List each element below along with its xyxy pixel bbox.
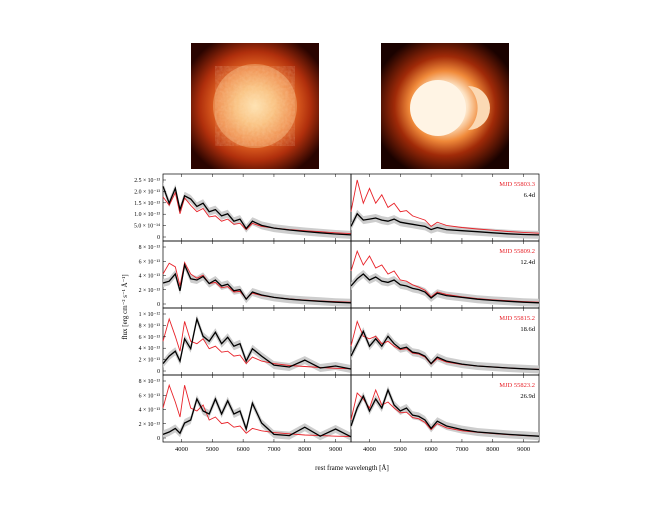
y-tick-label: 6 × 10⁻¹³ xyxy=(139,259,161,265)
panel-frame xyxy=(350,374,540,443)
y-tick-label: 4 × 10⁻¹³ xyxy=(139,408,161,414)
x-tick-label: 7000 xyxy=(267,446,280,453)
x-tick-label: 6000 xyxy=(425,446,438,453)
observed-spectrum-line xyxy=(162,397,352,438)
observed-spectrum-line xyxy=(162,316,352,370)
x-tick-label: 5000 xyxy=(206,446,219,453)
epoch-label: MJD 55803.3 xyxy=(499,181,535,188)
observed-spectrum-line xyxy=(350,212,540,236)
y-tick-label: 0 xyxy=(157,436,160,442)
epoch-label: MJD 55823.2 xyxy=(499,382,535,389)
x-tick-label: 4000 xyxy=(175,446,188,453)
x-axis-label: rest frame wavelength [Å] xyxy=(315,464,389,472)
x-tick-label: 7000 xyxy=(455,446,468,453)
y-axis-label: flux [erg cm⁻² s⁻¹ Å⁻¹] xyxy=(121,274,129,339)
x-tick-label: 9000 xyxy=(517,446,530,453)
x-tick-label: 9000 xyxy=(329,446,342,453)
y-tick-label: 6 × 10⁻¹³ xyxy=(139,393,161,399)
observed-band xyxy=(351,209,539,239)
y-tick-label: 2 × 10⁻¹³ xyxy=(139,288,161,294)
x-tick-label: 6000 xyxy=(237,446,250,453)
model-image-left xyxy=(191,43,319,169)
age-label: 18.6d xyxy=(520,326,535,333)
observed-spectrum-line xyxy=(162,186,352,236)
model-spectrum-line xyxy=(162,383,352,437)
panel-3-1: MJD 55823.2 26.9d 4000 5000 6000 7000 8000 9000 xyxy=(350,374,540,453)
observed-band xyxy=(163,315,351,373)
observed-band xyxy=(163,395,351,441)
y-tick-label: 1.5 × 10⁻¹³ xyxy=(134,201,160,207)
age-label: 26.9d xyxy=(520,393,535,400)
y-tick-label: 5.0 × 10⁻¹⁴ xyxy=(134,224,160,230)
observed-band xyxy=(351,386,539,441)
model-spectrum-line xyxy=(162,317,352,370)
y-tick-label: 0 xyxy=(157,235,160,241)
y-tick-label: 0 xyxy=(157,369,160,375)
observed-band xyxy=(351,270,539,307)
x-tick-label: 4000 xyxy=(363,446,376,453)
y-tick-label: 1.0 × 10⁻¹³ xyxy=(134,212,160,218)
panel-3-0: 8 × 10⁻¹³ 6 × 10⁻¹³ 4 × 10⁻¹³ 2 × 10⁻¹³ 0 400… xyxy=(139,374,352,453)
age-label: 6.4d xyxy=(524,192,536,199)
panel-0-1: MJD 55803.3 6.4d xyxy=(350,173,540,242)
x-tick-label: 8000 xyxy=(298,446,311,453)
x-tick-label: 8000 xyxy=(486,446,499,453)
panel-1-1: MJD 55809.2 12.4d xyxy=(350,240,540,309)
y-tick-label: 8 × 10⁻¹³ xyxy=(139,245,161,251)
observed-spectrum-line xyxy=(350,388,540,437)
epoch-label: MJD 55809.2 xyxy=(499,248,535,255)
y-tick-label: 2 × 10⁻¹³ xyxy=(139,422,161,428)
y-tick-label: 4 × 10⁻¹³ xyxy=(139,346,161,352)
panel-2-1: MJD 55815.2 18.6d xyxy=(350,307,540,376)
y-tick-label: 2.5 × 10⁻¹³ xyxy=(134,178,160,184)
x-tick-label: 5000 xyxy=(394,446,407,453)
observed-spectrum-line xyxy=(350,273,540,304)
y-tick-label: 0 xyxy=(157,302,160,308)
y-tick-label: 8 × 10⁻¹³ xyxy=(139,379,161,385)
y-tick-label: 1 × 10⁻¹² xyxy=(139,312,161,318)
y-tick-label: 6 × 10⁻¹³ xyxy=(139,335,161,341)
y-tick-label: 4 × 10⁻¹³ xyxy=(139,274,161,280)
y-tick-label: 2.0 × 10⁻¹³ xyxy=(134,189,160,195)
observed-spectrum-line xyxy=(162,262,352,304)
epoch-label: MJD 55815.2 xyxy=(499,315,535,322)
y-tick-label: 2 × 10⁻¹³ xyxy=(139,358,161,364)
age-label: 12.4d xyxy=(520,259,535,266)
panel-0-0: 2.5 × 10⁻¹³ 2.0 × 10⁻¹³ 1.5 × 10⁻¹³ 1.0 × 1… xyxy=(134,173,352,242)
observed-band xyxy=(163,182,351,239)
observed-band xyxy=(351,327,539,374)
spectra-panels: 2.5 × 10⁻¹³ 2.0 × 10⁻¹³ 1.5 × 10⁻¹³ 1.0 × 1… xyxy=(134,173,540,453)
panel-1-0: 8 × 10⁻¹³ 6 × 10⁻¹³ 4 × 10⁻¹³ 2 × 10⁻¹³ 0 xyxy=(139,240,352,309)
observed-band xyxy=(163,261,351,307)
panel-2-0: 1 × 10⁻¹² 8 × 10⁻¹³ 6 × 10⁻¹³ 4 × 10⁻¹³ 2 × … xyxy=(139,307,352,376)
model-image-right xyxy=(381,43,509,169)
y-tick-label: 8 × 10⁻¹³ xyxy=(139,323,161,329)
model-spectrum-line xyxy=(350,179,540,234)
observed-spectrum-line xyxy=(350,329,540,371)
